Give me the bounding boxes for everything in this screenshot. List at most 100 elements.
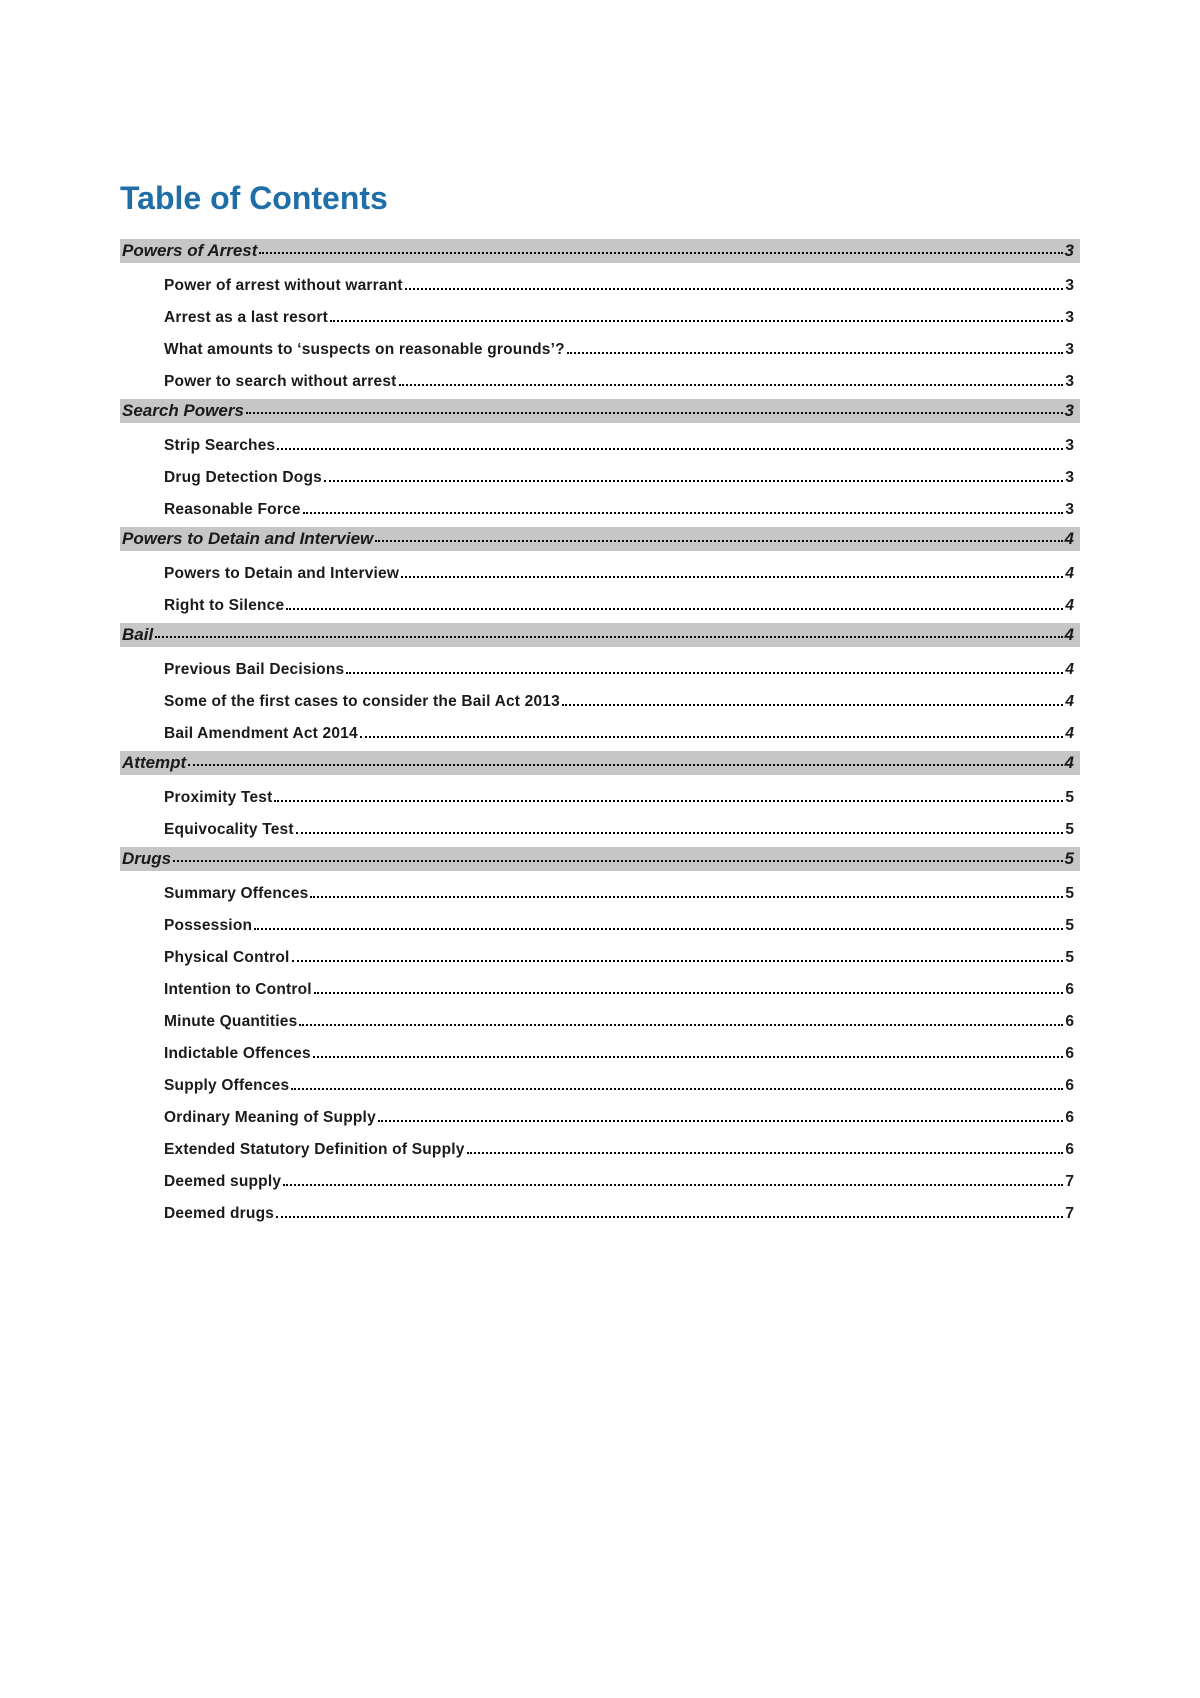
toc-entry-label: Powers of Arrest — [122, 241, 257, 261]
toc-dot-leader — [286, 608, 1063, 610]
toc-item: Strip Searches 3 — [120, 437, 1080, 455]
toc-entry-label: Deemed supply — [164, 1173, 281, 1191]
toc-entry-label: Right to Silence — [164, 597, 284, 615]
toc-entry-label: Bail Amendment Act 2014 — [164, 725, 358, 743]
toc-entry-label: Deemed drugs — [164, 1205, 274, 1223]
toc-entry-label: Proximity Test — [164, 789, 272, 807]
toc-item: Powers to Detain and Interview 4 — [120, 565, 1080, 583]
toc-dot-leader — [310, 896, 1063, 898]
toc-entry-page: 3 — [1065, 437, 1074, 455]
toc-item: Previous Bail Decisions 4 — [120, 661, 1080, 679]
toc-dot-leader — [567, 352, 1064, 354]
toc-dot-leader — [296, 832, 1064, 834]
toc-list: Powers of Arrest 3 Power of arrest without… — [120, 239, 1080, 1223]
toc-entry-page: 6 — [1065, 1013, 1074, 1031]
toc-entry-label: Powers to Detain and Interview — [164, 565, 399, 583]
toc-entry-page: 4 — [1065, 753, 1074, 773]
toc-entry-label: Intention to Control — [164, 981, 312, 999]
toc-dot-leader — [360, 736, 1064, 738]
toc-entry-label: Bail — [122, 625, 153, 645]
toc-item: Physical Control 5 — [120, 949, 1080, 967]
toc-dot-leader — [274, 800, 1063, 802]
toc-item: Possession5 — [120, 917, 1080, 935]
toc-entry-page: 6 — [1065, 1045, 1074, 1063]
toc-entry-page: 3 — [1065, 401, 1074, 421]
toc-section: Attempt 4 — [120, 751, 1080, 775]
toc-entry-page: 3 — [1065, 341, 1074, 359]
toc-entry-label: Arrest as a last resort — [164, 309, 328, 327]
toc-item: Power of arrest without warrant3 — [120, 277, 1080, 295]
toc-entry-label: Reasonable Force — [164, 501, 301, 519]
toc-entry-label: Possession — [164, 917, 252, 935]
toc-item: Equivocality Test5 — [120, 821, 1080, 839]
toc-entry-page: 4 — [1065, 693, 1074, 711]
toc-entry-page: 6 — [1065, 1141, 1074, 1159]
toc-title: Table of Contents — [120, 180, 1080, 217]
toc-entry-label: Powers to Detain and Interview — [122, 529, 373, 549]
toc-dot-leader — [292, 960, 1064, 962]
toc-item: Supply Offences6 — [120, 1077, 1080, 1095]
toc-item: Proximity Test5 — [120, 789, 1080, 807]
toc-dot-leader — [188, 764, 1062, 766]
toc-entry-page: 5 — [1065, 949, 1074, 967]
toc-item: Indictable Offences 6 — [120, 1045, 1080, 1063]
toc-entry-label: Summary Offences — [164, 885, 308, 903]
toc-entry-label: Attempt — [122, 753, 186, 773]
toc-dot-leader — [313, 1056, 1064, 1058]
toc-item: Some of the first cases to consider the … — [120, 693, 1080, 711]
toc-item: Power to search without arrest3 — [120, 373, 1080, 391]
toc-entry-page: 6 — [1065, 981, 1074, 999]
toc-item: Reasonable Force3 — [120, 501, 1080, 519]
toc-entry-page: 7 — [1065, 1173, 1074, 1191]
toc-section: Search Powers3 — [120, 399, 1080, 423]
toc-dot-leader — [173, 860, 1062, 862]
toc-entry-label: Drug Detection Dogs — [164, 469, 322, 487]
toc-entry-page: 4 — [1065, 565, 1074, 583]
toc-dot-leader — [303, 512, 1064, 514]
toc-entry-page: 4 — [1065, 725, 1074, 743]
toc-entry-page: 4 — [1065, 661, 1074, 679]
toc-dot-leader — [375, 540, 1062, 542]
toc-entry-label: Drugs — [122, 849, 171, 869]
toc-entry-label: Some of the first cases to consider the … — [164, 693, 560, 711]
toc-section: Powers of Arrest 3 — [120, 239, 1080, 263]
toc-entry-label: Extended Statutory Definition of Supply — [164, 1141, 465, 1159]
toc-item: Deemed drugs7 — [120, 1205, 1080, 1223]
toc-entry-page: 6 — [1065, 1077, 1074, 1095]
toc-item: Ordinary Meaning of Supply6 — [120, 1109, 1080, 1127]
toc-dot-leader — [291, 1088, 1063, 1090]
toc-dot-leader — [562, 704, 1063, 706]
toc-entry-label: Equivocality Test — [164, 821, 294, 839]
toc-entry-page: 4 — [1065, 597, 1074, 615]
toc-item: Extended Statutory Definition of Supply 6 — [120, 1141, 1080, 1159]
toc-dot-leader — [399, 384, 1064, 386]
toc-dot-leader — [378, 1120, 1063, 1122]
toc-item: Deemed supply 7 — [120, 1173, 1080, 1191]
toc-item: Summary Offences5 — [120, 885, 1080, 903]
toc-dot-leader — [324, 480, 1063, 482]
toc-entry-page: 4 — [1065, 625, 1074, 645]
toc-entry-label: Physical Control — [164, 949, 290, 967]
toc-entry-page: 3 — [1065, 309, 1074, 327]
toc-entry-label: Ordinary Meaning of Supply — [164, 1109, 376, 1127]
document-page: Table of Contents Powers of Arrest3Power… — [0, 0, 1200, 1698]
toc-dot-leader — [346, 672, 1063, 674]
toc-item: Arrest as a last resort 3 — [120, 309, 1080, 327]
toc-entry-page: 3 — [1065, 241, 1074, 261]
toc-dot-leader — [314, 992, 1064, 994]
toc-entry-label: Strip Searches — [164, 437, 275, 455]
toc-item: Intention to Control 6 — [120, 981, 1080, 999]
toc-dot-leader — [276, 1216, 1063, 1218]
toc-dot-leader — [259, 252, 1062, 254]
toc-entry-label: Indictable Offences — [164, 1045, 311, 1063]
toc-dot-leader — [299, 1024, 1063, 1026]
toc-section: Powers to Detain and Interview 4 — [120, 527, 1080, 551]
toc-entry-page: 4 — [1065, 529, 1074, 549]
toc-entry-label: Previous Bail Decisions — [164, 661, 344, 679]
toc-section: Bail 4 — [120, 623, 1080, 647]
toc-dot-leader — [467, 1152, 1064, 1154]
toc-entry-page: 5 — [1065, 849, 1074, 869]
toc-entry-label: Minute Quantities — [164, 1013, 297, 1031]
toc-dot-leader — [277, 448, 1063, 450]
toc-item: Right to Silence 4 — [120, 597, 1080, 615]
